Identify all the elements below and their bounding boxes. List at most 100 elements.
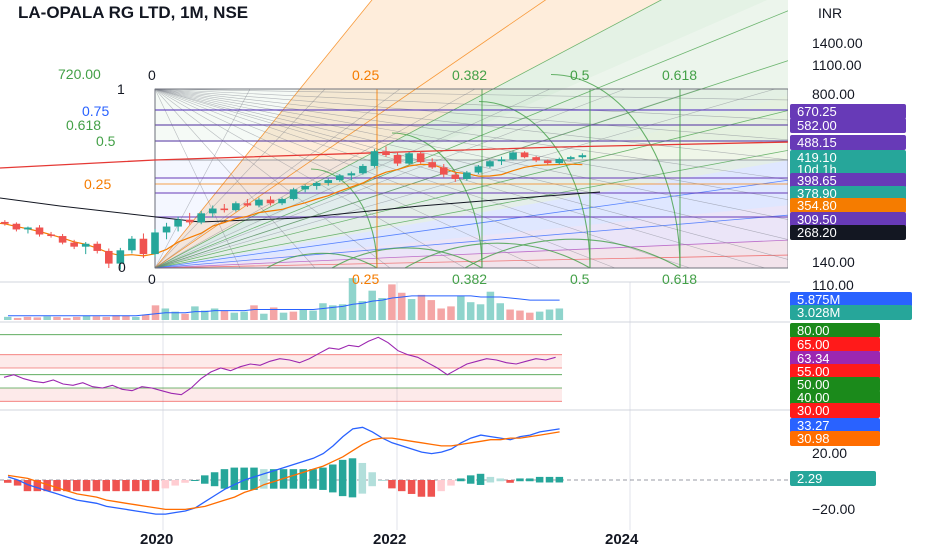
volume-bar xyxy=(526,312,534,320)
fib-grid-ray xyxy=(154,88,788,101)
macd-signal-line xyxy=(7,431,560,511)
volume-bar xyxy=(486,291,495,320)
macd-histogram-bar xyxy=(447,480,455,486)
grid-layer xyxy=(162,282,631,530)
candle-body xyxy=(416,153,425,163)
volume-bar xyxy=(398,292,406,320)
candle xyxy=(382,146,390,157)
macd-histogram-bar xyxy=(437,480,445,492)
candle xyxy=(116,247,125,270)
candle-body xyxy=(301,185,309,190)
price-tag-text: 488.15 xyxy=(797,135,837,150)
fib-level-label: 0 xyxy=(118,259,126,275)
volume-bar xyxy=(417,294,426,320)
fib-fan-ray xyxy=(154,254,788,269)
fib-arc xyxy=(331,247,483,269)
candle xyxy=(359,164,367,175)
candle xyxy=(289,187,298,201)
candle-body xyxy=(220,208,229,211)
candle xyxy=(197,210,205,225)
macd-histogram-bar xyxy=(220,469,229,489)
candle-body xyxy=(1,221,9,224)
volume-bar xyxy=(476,304,485,320)
fib-grid-ray xyxy=(154,88,788,220)
candle xyxy=(301,184,309,193)
rsi-tag: 40.00 xyxy=(790,390,880,405)
volume-bar xyxy=(279,312,288,320)
candle xyxy=(393,151,402,166)
candle-body xyxy=(58,236,67,243)
fib-grid-ray xyxy=(154,88,788,181)
rsi-tag-bg xyxy=(790,323,880,338)
volume-bar xyxy=(348,278,357,320)
macd-histogram-bar xyxy=(368,472,376,487)
fib-grid-ray xyxy=(154,88,788,200)
price-tag-bg xyxy=(790,212,906,227)
candle-body xyxy=(266,199,275,204)
macd-tag: 33.27 xyxy=(790,418,880,433)
macd-histogram-bar xyxy=(358,462,367,494)
volume-bar xyxy=(368,290,376,320)
rsi-tag-bg xyxy=(790,403,880,418)
volume-bar xyxy=(72,316,81,320)
candle xyxy=(243,198,252,207)
macd-histogram-bar xyxy=(299,469,307,489)
volume-bar xyxy=(447,306,455,320)
volume-bar xyxy=(466,302,475,320)
macd-histogram-bar xyxy=(388,480,396,489)
fib-level-label: 0.25 xyxy=(84,176,111,192)
candle xyxy=(185,212,194,225)
candle-body xyxy=(151,232,159,255)
candle xyxy=(497,156,506,165)
fib-level-label: 0.75 xyxy=(82,103,109,119)
macd-histogram-bar xyxy=(240,467,248,490)
candle xyxy=(1,220,9,226)
macd-tag: 2.29 xyxy=(790,471,876,486)
price-tag: 582.00 xyxy=(790,118,906,133)
candle-body xyxy=(70,242,78,247)
volume-bar xyxy=(102,316,110,320)
price-tag: 309.50 xyxy=(790,212,906,227)
candle-body xyxy=(439,167,448,175)
candle xyxy=(451,171,460,182)
volume-bar xyxy=(378,298,386,320)
price-tag-text: 582.00 xyxy=(797,118,837,133)
candle-body xyxy=(139,238,148,255)
volume-bar xyxy=(338,304,347,320)
volume-bar xyxy=(299,309,307,320)
price-tag-bg xyxy=(790,225,906,240)
rsi-tag: 30.00 xyxy=(790,403,880,418)
rsi-tag-text: 40.00 xyxy=(797,390,830,405)
fib-time-label-top: 0.382 xyxy=(452,67,487,83)
candle-body xyxy=(81,243,90,247)
macd-tag-text: 30.98 xyxy=(797,431,830,446)
volume-bar xyxy=(545,309,554,320)
x-tick-label: 2022 xyxy=(373,531,406,548)
candle xyxy=(463,170,471,181)
moving-average-black xyxy=(0,191,601,223)
volume-bar xyxy=(161,308,170,320)
volume-bar xyxy=(171,311,179,320)
candle-body xyxy=(474,166,483,173)
candle-body xyxy=(197,213,205,223)
macd-tag-text: 33.27 xyxy=(797,418,830,433)
macd-histogram-bar xyxy=(526,478,534,482)
candle xyxy=(324,178,333,186)
price-tag: 354.80 xyxy=(790,198,906,213)
volume-bar xyxy=(230,312,239,320)
candle-body xyxy=(289,189,298,199)
macd-histogram-bar xyxy=(427,480,436,497)
fib-arc xyxy=(550,73,681,269)
fib-level-label: 720.00 xyxy=(58,66,101,82)
candle xyxy=(370,149,379,168)
price-tag: 670.25 xyxy=(790,104,906,119)
fib-arc xyxy=(266,252,378,269)
candle-body xyxy=(93,243,102,251)
volume-bar xyxy=(13,317,22,320)
fib-fan-ray xyxy=(154,214,788,269)
fib-fan-wedge xyxy=(155,0,788,268)
fib-fan-wedge xyxy=(155,160,788,268)
rsi-tag-text: 63.34 xyxy=(797,351,830,366)
macd-histogram-bar xyxy=(407,480,416,494)
